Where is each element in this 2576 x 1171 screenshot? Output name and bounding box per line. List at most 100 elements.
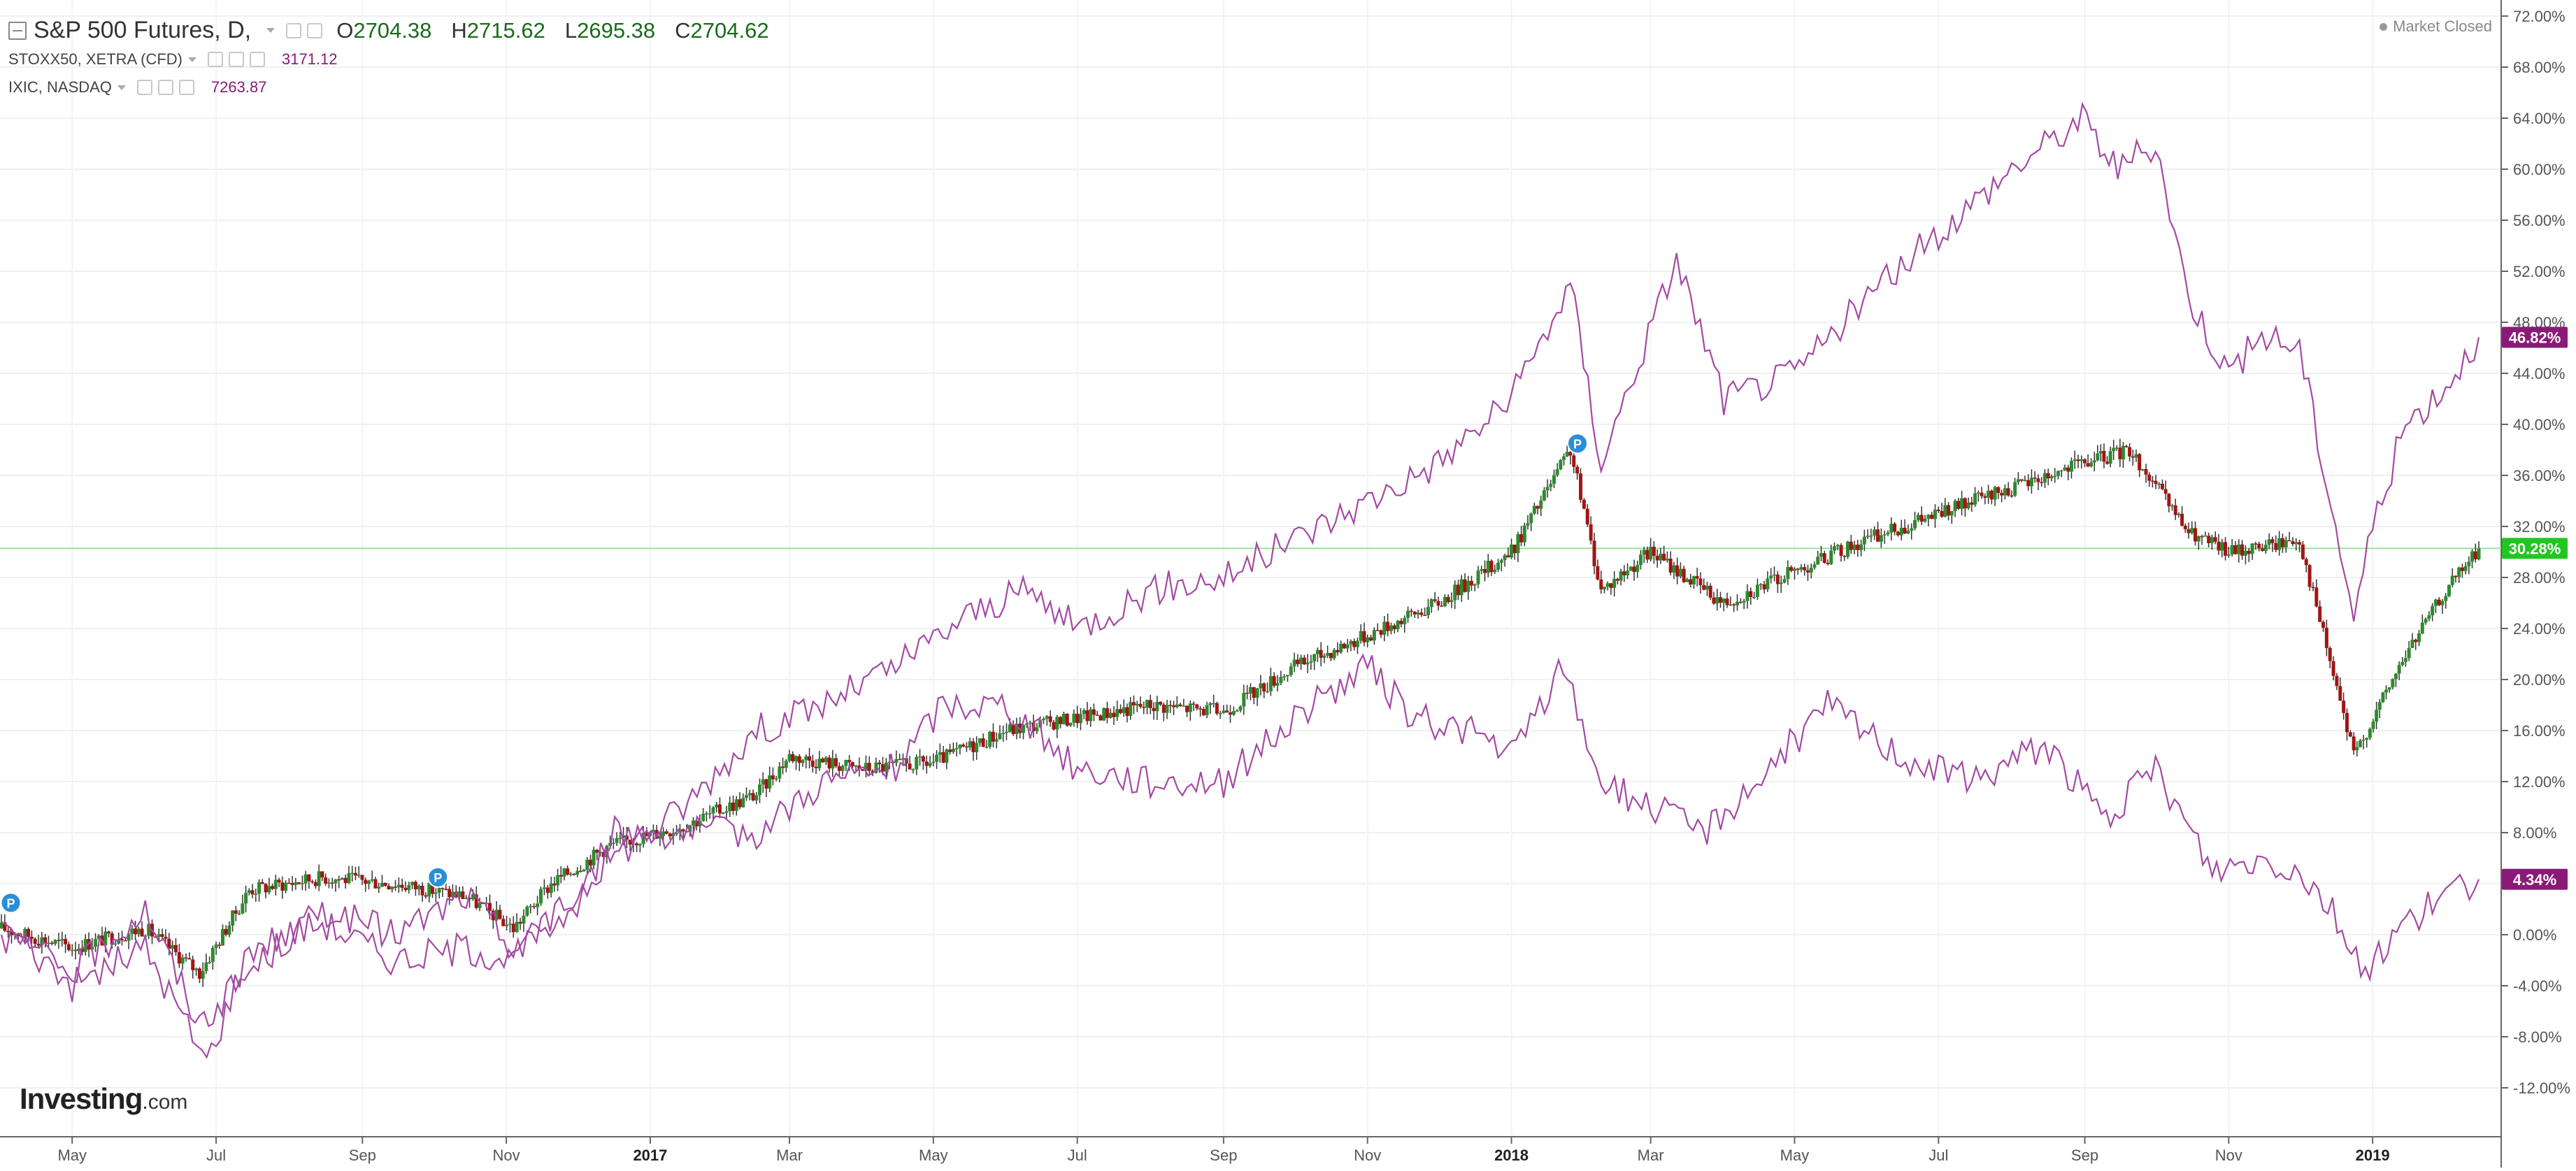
candle-body [1799, 567, 1803, 570]
candle-body [1392, 625, 1396, 630]
candle-body [1215, 703, 1219, 714]
candle-body [284, 882, 288, 891]
price-tick-label: 52.00% [2513, 263, 2566, 280]
compare-value-ixic: 7263.87 [210, 78, 267, 96]
investing-logo[interactable]: Investing.com [20, 1082, 187, 1116]
candle-body [1326, 652, 1330, 656]
candle-body [1575, 466, 1580, 474]
candle-body [244, 893, 248, 904]
candle-body [840, 766, 845, 771]
candle-body [277, 879, 281, 883]
candle-body [611, 842, 615, 845]
price-tick-label: -8.00% [2513, 1028, 2562, 1046]
candle-body [791, 754, 795, 761]
candle-body [1649, 547, 1653, 560]
price-label-bg-s-p-500-futures [2502, 538, 2568, 559]
candle-body [599, 852, 603, 854]
candle-body [2254, 543, 2258, 545]
candle-body [214, 944, 218, 948]
candle-body [300, 883, 304, 885]
candle-body [1759, 584, 1763, 586]
chevron-down-icon[interactable] [187, 57, 196, 62]
settings-icon[interactable] [307, 22, 323, 38]
candle-body [2391, 679, 2395, 688]
candle-body [1379, 630, 1383, 635]
candle-body [2042, 473, 2047, 483]
eye-icon[interactable] [286, 22, 302, 38]
candle-body [237, 913, 241, 915]
candle-body [9, 932, 13, 935]
candle-body [2023, 480, 2027, 482]
settings-icon[interactable] [157, 80, 173, 95]
candle-body [1732, 604, 1736, 605]
candle-body [2365, 738, 2369, 740]
candle-body [94, 939, 98, 947]
chevron-down-icon[interactable] [266, 28, 276, 33]
candle-body [592, 849, 596, 865]
candle-body [224, 928, 228, 935]
candle-body [1987, 490, 1991, 498]
candle-body [1963, 498, 1967, 509]
close-icon[interactable] [249, 52, 265, 67]
candle-body [549, 883, 553, 893]
eye-icon[interactable] [136, 80, 152, 95]
candle-body [668, 833, 672, 837]
candle-body [2371, 721, 2375, 729]
compare-legend-stoxx[interactable]: STOXX50, XETRA (CFD) 3171.12 [8, 50, 338, 69]
compare-legend-ixic[interactable]: IXIC, NASDAQ 7263.87 [8, 78, 266, 96]
candle-body [1755, 584, 1759, 597]
candle-body [1225, 710, 1229, 713]
candle-body [1279, 677, 1283, 683]
candle-body [1899, 527, 1903, 536]
price-axis-ticks: 72.00%68.00%64.00%60.00%56.00%52.00%48.0… [2501, 8, 2570, 1097]
last-price-labels: 46.82% 30.28% 4.34% [2502, 326, 2568, 890]
candle-body [864, 763, 868, 771]
candle-body [734, 799, 738, 811]
candle-body [2194, 528, 2198, 542]
candle-body [542, 887, 546, 889]
candle-body [57, 940, 61, 942]
candle-body [247, 890, 251, 893]
candle-body [2118, 447, 2122, 460]
candle-body [964, 746, 968, 748]
candle-body [2003, 488, 2007, 496]
candle-body [43, 937, 48, 944]
candle-body [1766, 578, 1770, 590]
candle-body [717, 804, 722, 814]
price-tick-label: 28.00% [2513, 569, 2566, 587]
candle-body [601, 852, 606, 857]
candle-body [1913, 519, 1917, 529]
settings-icon[interactable] [228, 52, 244, 67]
candle-body [724, 811, 729, 813]
candle-body [1605, 583, 1610, 587]
candle-body [559, 875, 563, 877]
candle-body [2144, 468, 2148, 475]
collapse-icon[interactable] [8, 21, 27, 40]
candle-body [1004, 731, 1008, 733]
candle-body [347, 873, 351, 884]
candle-body [2076, 459, 2080, 461]
candle-body [538, 889, 543, 904]
candle-body [1572, 455, 1576, 467]
candle-body [1433, 599, 1437, 601]
candle-body [1852, 545, 1856, 550]
candle-body [1231, 711, 1236, 715]
candle-body [2267, 539, 2271, 545]
price-tick-label: 20.00% [2513, 671, 2566, 689]
chevron-down-icon[interactable] [117, 85, 126, 90]
price-label-ixic: 46.82% [2509, 329, 2561, 347]
candle-body [2280, 538, 2284, 547]
candle-body [2220, 542, 2224, 551]
candle-body [2338, 686, 2342, 701]
candle-body [985, 747, 989, 748]
candle-body [575, 870, 580, 875]
candle-body [1011, 724, 1015, 734]
candle-body [751, 793, 755, 800]
candle-body [294, 882, 298, 885]
candle-body [427, 882, 431, 897]
eye-icon[interactable] [207, 52, 223, 67]
close-icon[interactable] [178, 80, 194, 95]
candle-body [1075, 713, 1080, 724]
